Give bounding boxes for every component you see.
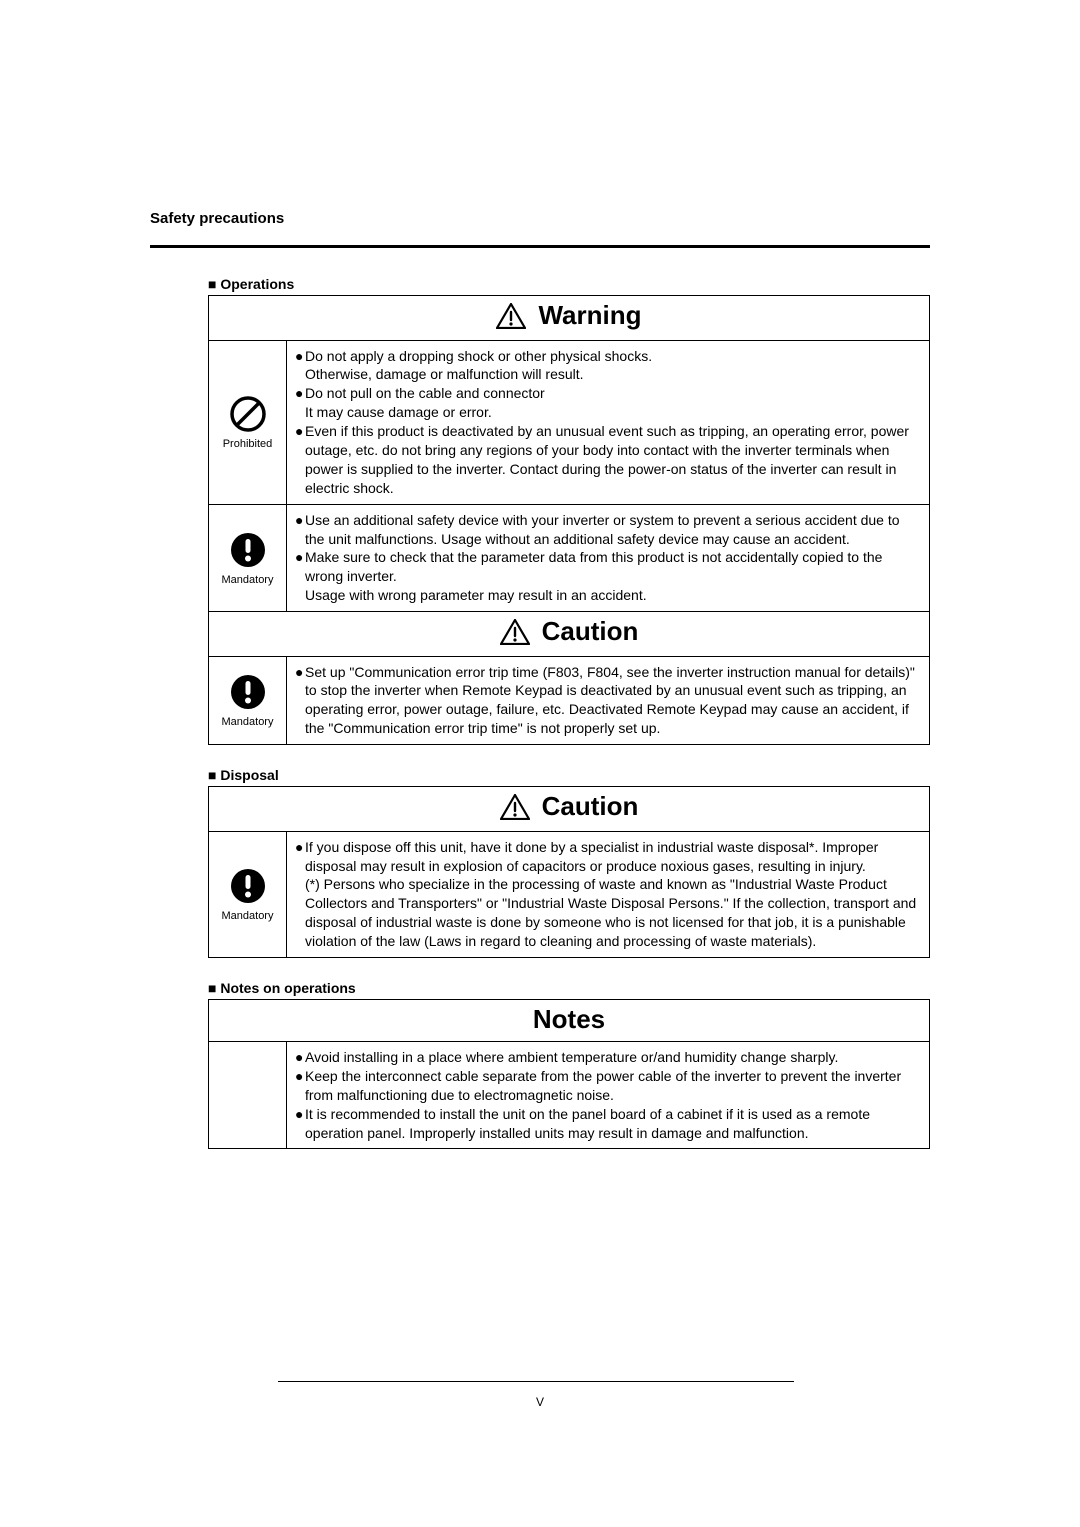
prohibited-text: ●Do not apply a dropping shock or other … bbox=[287, 341, 929, 504]
mandatory-icon-cell-3: Mandatory bbox=[209, 832, 287, 957]
mandatory-warning-text: ●Use an additional safety device with yo… bbox=[287, 505, 929, 611]
caution-banner-ops-text: Caution bbox=[542, 616, 639, 647]
mandatory-label-3: Mandatory bbox=[222, 910, 274, 922]
disposal-text: ●If you dispose off this unit, have it d… bbox=[287, 832, 929, 957]
document-page: Safety precautions Operations Warning bbox=[0, 0, 1080, 1527]
warning-triangle-icon bbox=[496, 303, 526, 329]
notes-empty-cell bbox=[209, 1042, 287, 1148]
caution-triangle-icon bbox=[500, 794, 530, 820]
caution-triangle-icon bbox=[500, 619, 530, 645]
prohibited-icon bbox=[228, 394, 268, 434]
mandatory-icon-cell-1: Mandatory bbox=[209, 505, 287, 611]
warning-banner: Warning bbox=[209, 296, 929, 341]
operations-box: Warning Prohibited ●Do not apply a dropp… bbox=[208, 295, 930, 745]
section-label-notes: Notes on operations bbox=[208, 980, 930, 996]
disposal-box: Caution Mandatory ●If you dispose off th… bbox=[208, 786, 930, 958]
notes-row: ●Avoid installing in a place where ambie… bbox=[209, 1042, 929, 1148]
mandatory-label-1: Mandatory bbox=[222, 574, 274, 586]
footer-rule bbox=[278, 1381, 794, 1382]
mandatory-caution-row: Mandatory ●Set up "Communication error t… bbox=[209, 657, 929, 745]
notes-banner: Notes bbox=[209, 1000, 929, 1042]
prohibited-row: Prohibited ●Do not apply a dropping shoc… bbox=[209, 341, 929, 505]
header-rule bbox=[150, 245, 930, 248]
mandatory-warning-row: Mandatory ●Use an additional safety devi… bbox=[209, 505, 929, 612]
prohibited-label: Prohibited bbox=[223, 438, 273, 450]
mandatory-icon bbox=[228, 530, 268, 570]
notes-text: ●Avoid installing in a place where ambie… bbox=[287, 1042, 929, 1148]
mandatory-icon-cell-2: Mandatory bbox=[209, 657, 287, 745]
page-header-title: Safety precautions bbox=[150, 210, 930, 227]
caution-banner-disposal-text: Caution bbox=[542, 791, 639, 822]
section-label-operations: Operations bbox=[208, 276, 930, 292]
warning-banner-text: Warning bbox=[538, 300, 641, 331]
caution-banner-ops: Caution bbox=[209, 612, 929, 657]
caution-banner-disposal: Caution bbox=[209, 787, 929, 832]
page-number: V bbox=[0, 1395, 1080, 1409]
mandatory-caution-text: ●Set up "Communication error trip time (… bbox=[287, 657, 929, 745]
prohibited-icon-cell: Prohibited bbox=[209, 341, 287, 504]
notes-box: Notes ●Avoid installing in a place where… bbox=[208, 999, 930, 1149]
disposal-row: Mandatory ●If you dispose off this unit,… bbox=[209, 832, 929, 957]
section-label-disposal: Disposal bbox=[208, 767, 930, 783]
mandatory-label-2: Mandatory bbox=[222, 716, 274, 728]
mandatory-icon bbox=[228, 672, 268, 712]
mandatory-icon bbox=[228, 866, 268, 906]
